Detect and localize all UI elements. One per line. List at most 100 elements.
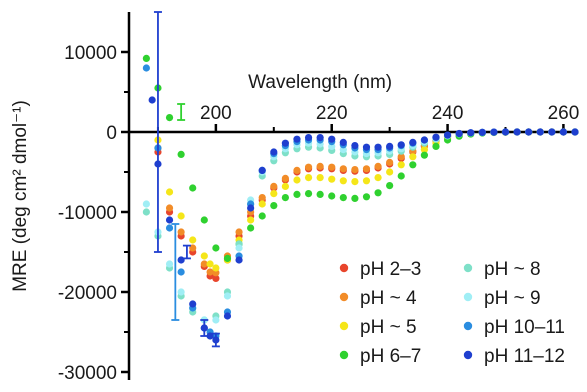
data-point (189, 184, 197, 192)
data-point (409, 161, 417, 169)
data-point (501, 128, 510, 136)
data-point (397, 161, 405, 169)
legend: pH 2–3 pH ~ 4 pH ~ 5 pH 6–7 pH ~ 8 pH ~ 9 pH 1… (339, 259, 565, 367)
data-point (386, 142, 394, 150)
data-point (212, 316, 220, 324)
data-point (165, 114, 174, 122)
legend-marker (339, 292, 349, 302)
data-point (270, 182, 278, 190)
data-point (386, 182, 394, 190)
data-point (362, 193, 371, 201)
data-point (374, 174, 382, 182)
data-point (351, 194, 359, 202)
data-point (293, 176, 301, 184)
data-point (142, 64, 150, 72)
data-point (165, 216, 174, 224)
data-point (258, 212, 266, 220)
data-point (339, 194, 347, 202)
data-point (455, 129, 463, 138)
data-point (247, 224, 255, 232)
data-point (409, 153, 417, 161)
data-point (206, 268, 214, 276)
legend-label: pH ~ 9 (484, 288, 541, 309)
data-point (223, 312, 232, 320)
data-point (316, 134, 324, 142)
data-point (432, 142, 440, 150)
data-point (200, 260, 208, 268)
data-point (293, 166, 301, 174)
legend-label: pH 11–12 (484, 346, 565, 367)
legend-marker (339, 321, 349, 331)
data-point (420, 136, 429, 144)
data-point (281, 182, 289, 190)
data-point (281, 139, 289, 147)
data-point (189, 236, 197, 244)
data-point (559, 128, 568, 136)
data-point (223, 254, 232, 262)
x-tick-label: 260 (548, 103, 580, 124)
legend-marker (463, 350, 473, 360)
x-tick-label: 220 (316, 103, 348, 124)
data-point (548, 128, 556, 136)
data-point (189, 300, 197, 308)
data-point (247, 204, 255, 212)
data-point (362, 143, 371, 151)
y-axis-title: MRE (deg cm² dmol⁻¹) (10, 100, 31, 292)
legend-item: pH ~ 5 (339, 317, 417, 338)
legend-label: pH 2–3 (360, 259, 421, 280)
error-bars (153, 11, 220, 348)
data-point (142, 208, 150, 216)
data-point (258, 166, 266, 174)
legend-item: pH ~ 9 (463, 288, 541, 309)
data-point (293, 190, 301, 198)
data-point (432, 133, 440, 141)
data-point (281, 194, 289, 202)
legend-label: pH ~ 5 (360, 317, 417, 338)
legend-item: pH ~ 4 (339, 288, 417, 309)
data-point (304, 134, 313, 142)
data-point (270, 148, 278, 156)
data-point (165, 224, 174, 232)
legend-marker (463, 263, 473, 273)
legend-item: pH ~ 8 (463, 259, 541, 280)
data-point (316, 174, 324, 182)
data-point (478, 128, 486, 136)
data-point (177, 268, 185, 276)
data-point (304, 190, 313, 198)
legend-label: pH ~ 8 (484, 259, 541, 280)
legend-item: pH 6–7 (339, 346, 421, 367)
data-point (513, 128, 521, 136)
data-point (420, 146, 429, 154)
data-point (571, 128, 579, 136)
data-point (200, 216, 208, 224)
data-point (142, 54, 150, 63)
y-tick-label: -10000 (58, 203, 117, 224)
data-points (142, 54, 579, 344)
axes: 10000 0 -10000 -20000 -30000 200 220 240 260 (58, 12, 579, 384)
data-point (339, 177, 347, 185)
data-point (397, 141, 405, 149)
data-point (142, 200, 150, 208)
data-point (270, 190, 278, 198)
data-point (212, 244, 220, 252)
data-point (258, 200, 266, 208)
data-point (270, 202, 278, 210)
data-point (247, 216, 255, 224)
data-point (200, 252, 208, 260)
data-point (328, 175, 336, 183)
data-point (235, 228, 243, 236)
data-point (165, 188, 174, 196)
data-point (467, 129, 475, 137)
data-point (258, 194, 266, 202)
data-point (328, 135, 336, 143)
y-ticks: 10000 0 -10000 -20000 -30000 (58, 43, 129, 384)
data-point (386, 158, 394, 166)
data-point (316, 190, 324, 198)
data-point (409, 138, 417, 146)
data-point (223, 292, 232, 300)
data-point (351, 142, 359, 150)
legend-label: pH 10–11 (484, 317, 565, 338)
data-point (177, 212, 185, 220)
data-point (212, 274, 220, 282)
